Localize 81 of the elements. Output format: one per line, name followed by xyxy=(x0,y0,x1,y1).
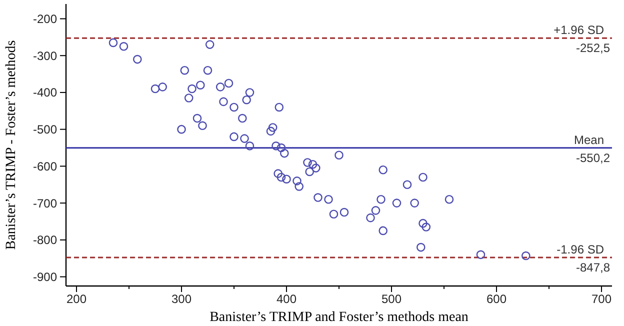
point xyxy=(376,194,386,204)
point xyxy=(308,160,318,169)
point xyxy=(378,165,388,174)
point xyxy=(230,132,238,142)
annotation: -847,8 xyxy=(576,260,610,275)
point xyxy=(150,84,160,94)
point xyxy=(184,94,194,102)
point xyxy=(272,142,280,150)
x-tick-label: 200 xyxy=(66,292,87,306)
point xyxy=(180,66,190,75)
point xyxy=(192,114,202,123)
point xyxy=(280,148,289,158)
point xyxy=(340,208,349,217)
point xyxy=(522,251,530,260)
point xyxy=(242,95,251,104)
y-tick-label: -400 xyxy=(32,86,58,100)
point xyxy=(282,174,291,184)
point xyxy=(314,193,322,202)
point xyxy=(294,182,304,191)
point xyxy=(276,143,286,152)
point xyxy=(410,198,419,208)
point xyxy=(292,176,302,186)
point xyxy=(158,82,167,92)
point xyxy=(230,102,238,112)
point xyxy=(203,66,212,75)
point xyxy=(444,194,454,204)
point xyxy=(402,180,412,190)
point xyxy=(422,222,431,232)
point xyxy=(196,80,205,90)
y-tick-label: -500 xyxy=(32,122,58,137)
point xyxy=(303,158,312,167)
point xyxy=(188,84,196,94)
point xyxy=(418,172,428,182)
point xyxy=(205,40,214,49)
x-tick-label: 400 xyxy=(276,292,297,306)
ref-line-label: Mean xyxy=(574,132,604,147)
y-tick-label: -600 xyxy=(32,159,58,174)
point xyxy=(245,142,254,150)
y-tick-label: -200 xyxy=(32,12,58,26)
point xyxy=(266,126,276,136)
point xyxy=(371,206,380,215)
annotation: -550,2 xyxy=(576,150,610,165)
x-tick-label: 700 xyxy=(591,292,612,306)
point xyxy=(219,97,228,106)
x-tick-label: 500 xyxy=(381,292,402,306)
y-tick-label: -800 xyxy=(32,233,58,248)
point xyxy=(274,102,284,112)
point xyxy=(329,210,338,219)
point xyxy=(418,218,428,228)
point xyxy=(324,194,333,204)
point xyxy=(119,42,128,51)
point xyxy=(312,164,320,172)
point xyxy=(276,172,286,182)
point xyxy=(245,88,254,97)
point xyxy=(240,134,249,143)
y-tick-label: -700 xyxy=(32,196,58,210)
point xyxy=(133,54,142,64)
point xyxy=(378,226,388,236)
x-tick-label: 600 xyxy=(486,292,507,306)
y-axis-title: Banister’s TRIMP - Foster’s methods xyxy=(4,40,19,250)
point xyxy=(224,78,234,88)
x-tick-label: 300 xyxy=(171,292,192,306)
y-tick-label: -900 xyxy=(32,270,58,284)
point xyxy=(416,242,426,252)
ref-line-label: -1.96 SD xyxy=(556,242,604,257)
point xyxy=(392,198,402,208)
point xyxy=(274,169,282,178)
ref-line-label: +1.96 SD xyxy=(554,23,604,38)
x-axis-title: Banister’s TRIMP and Foster’s methods mean xyxy=(210,310,468,325)
point xyxy=(216,82,225,92)
point xyxy=(238,114,247,123)
annotation: -252,5 xyxy=(576,41,610,56)
point xyxy=(268,123,278,132)
point xyxy=(476,250,486,260)
point xyxy=(366,213,375,222)
point xyxy=(198,121,207,130)
point xyxy=(305,167,314,176)
point xyxy=(177,124,186,134)
point xyxy=(334,150,344,160)
y-tick-label: -300 xyxy=(32,48,58,63)
point xyxy=(108,38,118,48)
